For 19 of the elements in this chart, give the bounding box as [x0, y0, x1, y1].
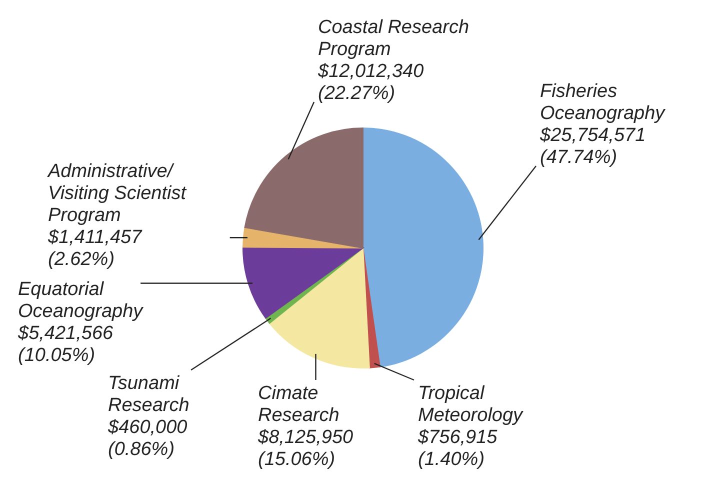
data-label: $756,915 (1.40%): [417, 427, 498, 470]
pie-slice: [269, 248, 370, 368]
pie-slice: [242, 227, 364, 248]
slice-label: Coastal Research Program: [318, 17, 470, 60]
pie-slice: [242, 246, 364, 319]
slice-label: Tsunami Research: [108, 373, 190, 416]
pie-slice: [244, 128, 364, 248]
slice-label: Equatorial Oceanography: [18, 279, 144, 322]
data-label: $12,012,340 (22.27%): [317, 61, 424, 104]
data-label: $25,754,571 (47.74%): [539, 125, 646, 168]
data-label: $8,125,950 (15.06%): [257, 427, 354, 470]
slice-label: Administrative/ Visiting Scientist Program: [47, 161, 187, 226]
pie-slice: [362, 128, 484, 368]
slice-label: Cimate Research: [258, 383, 340, 426]
data-label: $5,421,566 (10.05%): [17, 323, 114, 366]
data-label: $1,411,457 (2.62%): [47, 227, 144, 270]
data-label: $460,000 (0.86%): [107, 417, 188, 460]
slice-label: Tropical Meteorology: [418, 383, 524, 426]
slice-label: Fisheries Oceanography: [540, 81, 666, 124]
